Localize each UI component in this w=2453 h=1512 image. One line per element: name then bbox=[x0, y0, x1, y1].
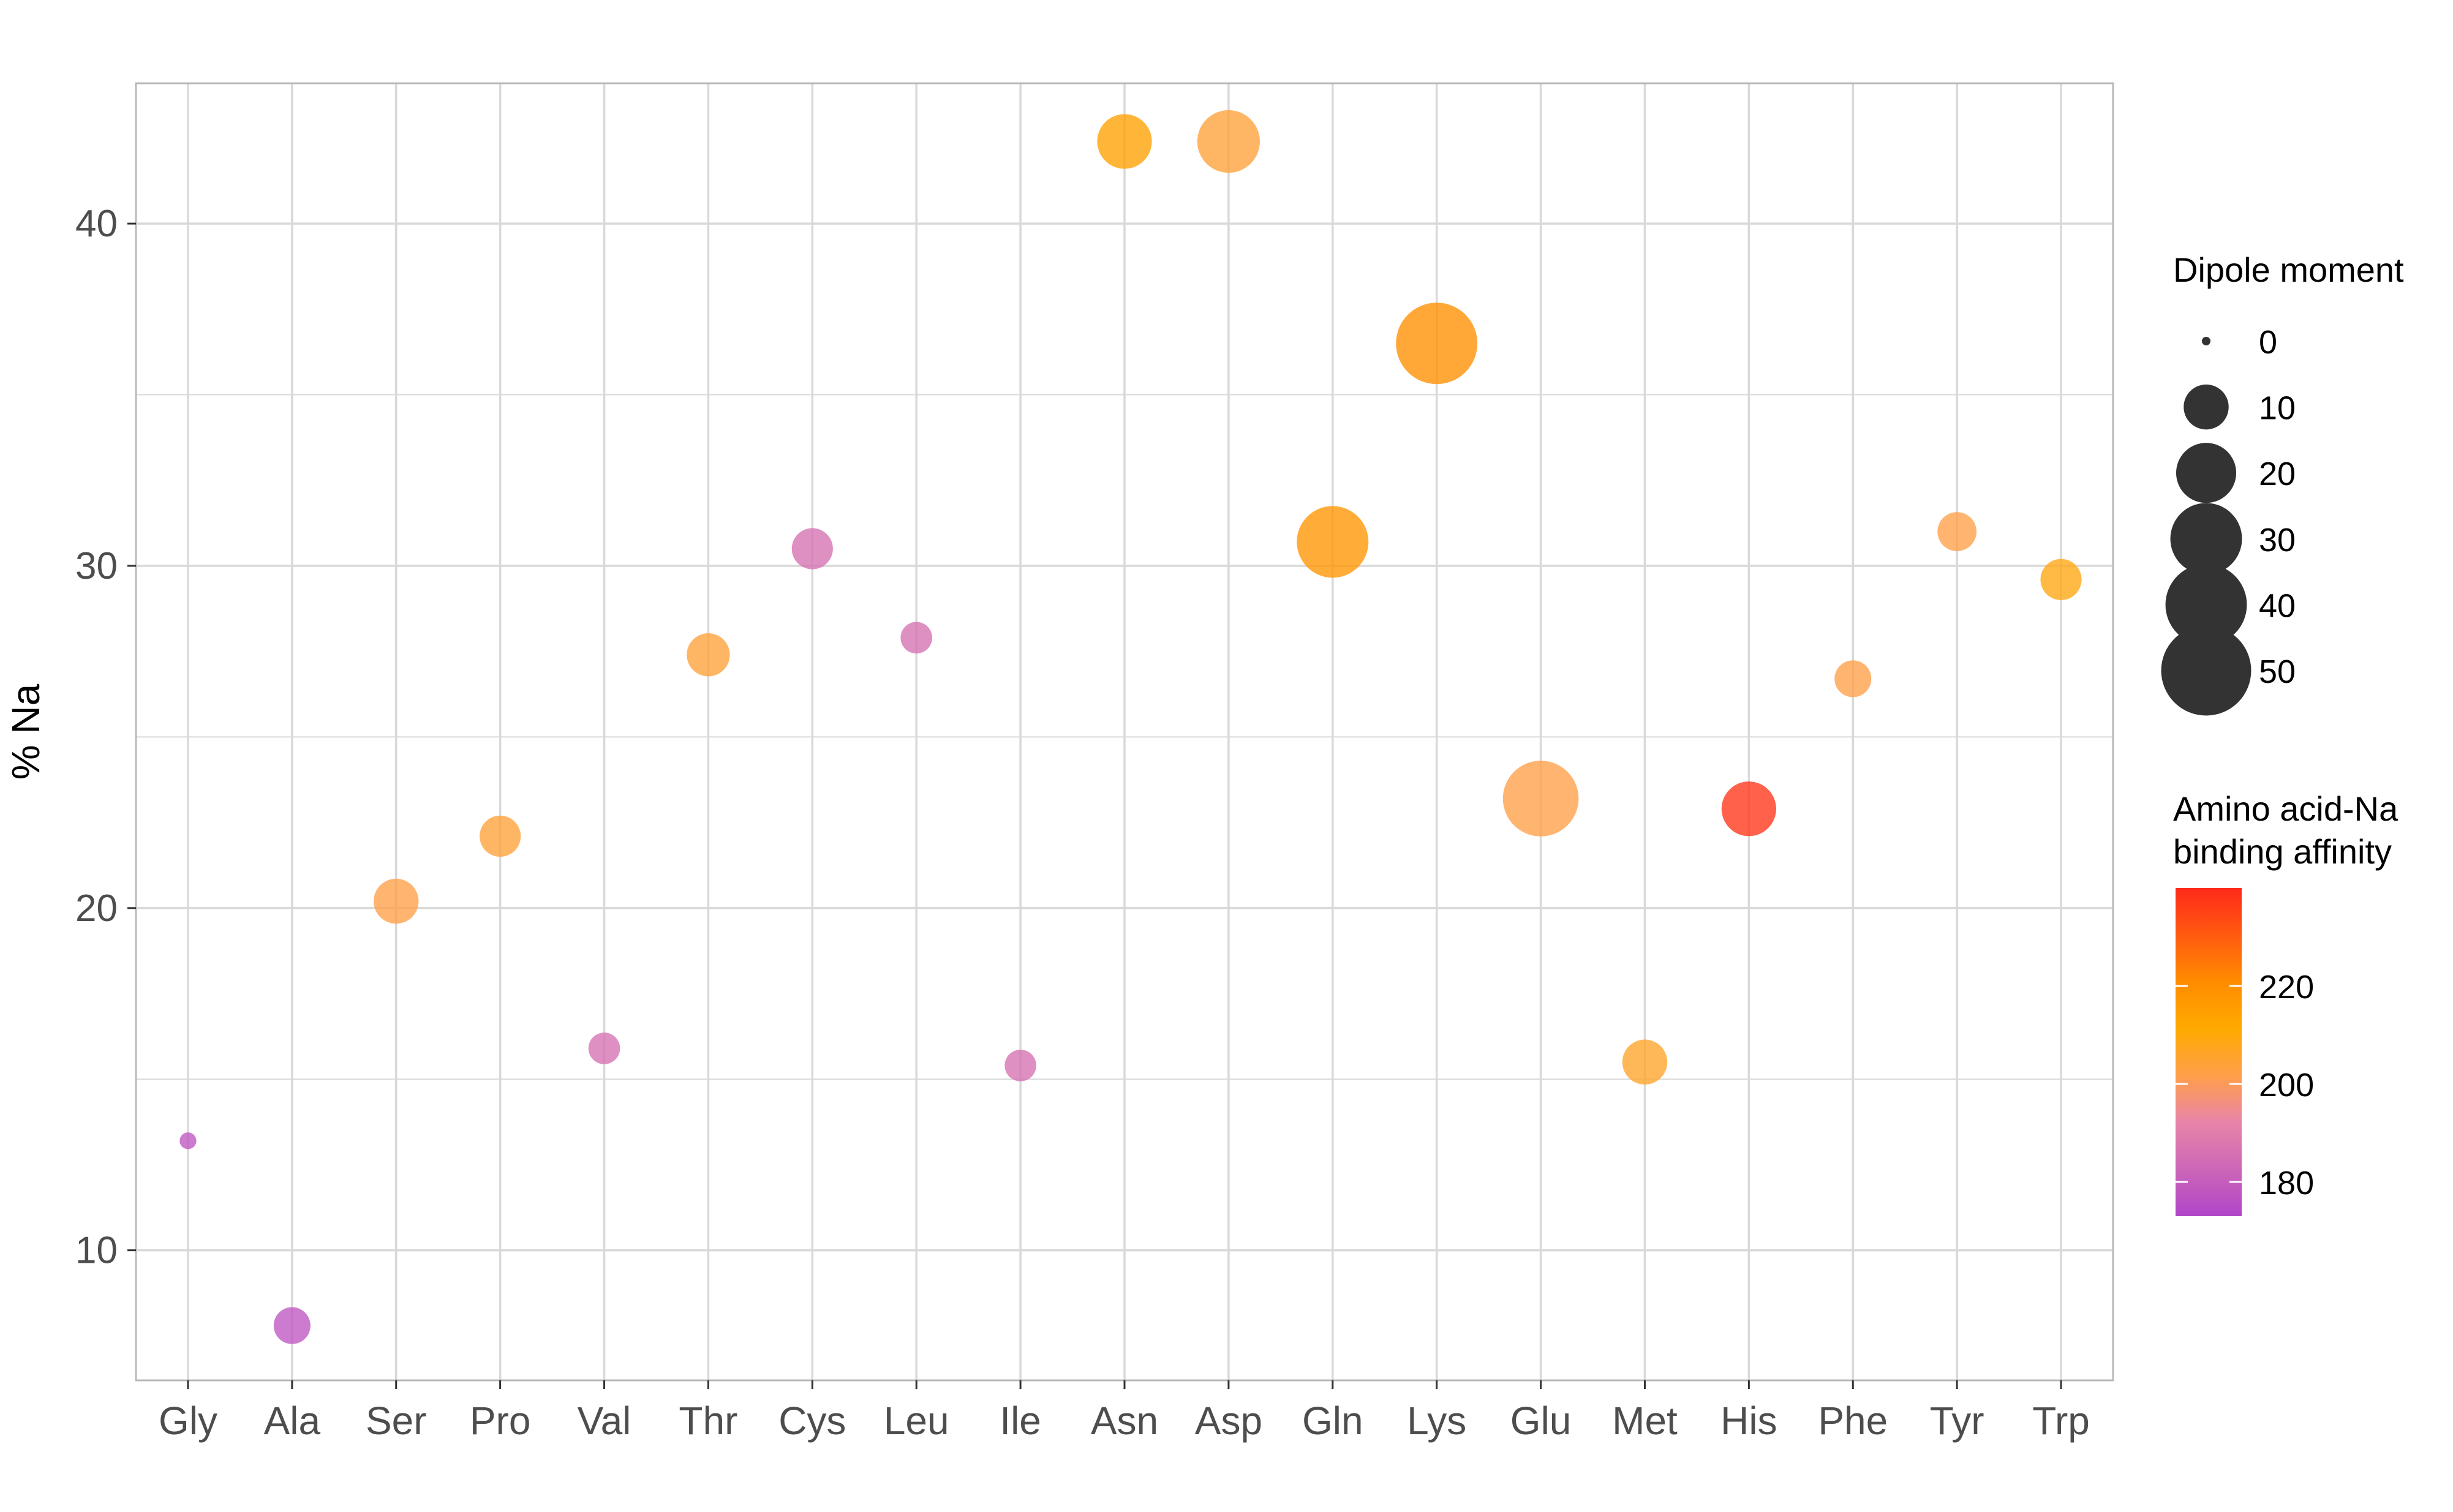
dipole-size-label: 50 bbox=[2259, 653, 2296, 690]
y-tick-label: 40 bbox=[75, 203, 118, 245]
data-point-glu bbox=[1502, 761, 1579, 837]
dipole-size-label: 0 bbox=[2259, 324, 2277, 361]
x-tick-label: Phe bbox=[1818, 1399, 1888, 1443]
x-tick-label: Ser bbox=[366, 1399, 427, 1443]
gridlines bbox=[136, 83, 2113, 1380]
x-tick-label: His bbox=[1720, 1399, 1777, 1443]
data-point-cys bbox=[791, 528, 833, 570]
binding-affinity-legend-title-line-2: binding affinity bbox=[2173, 832, 2392, 871]
data-points bbox=[179, 110, 2082, 1344]
dipole-moment-legend: Dipole moment 0 10 20 30 40 50 bbox=[2161, 250, 2404, 716]
colorbar-ticks: 180 200 220 bbox=[2176, 969, 2314, 1202]
data-point-thr bbox=[687, 633, 730, 677]
x-tick-label: Asn bbox=[1091, 1399, 1158, 1443]
x-tick-label: Gln bbox=[1302, 1399, 1363, 1443]
data-point-gln bbox=[1297, 506, 1369, 578]
colorbar-tick-label: 180 bbox=[2259, 1165, 2314, 1202]
dipole-size-label: 30 bbox=[2259, 522, 2296, 559]
data-point-phe bbox=[1834, 660, 1872, 698]
colorbar-tick-label: 220 bbox=[2259, 969, 2314, 1006]
data-point-his bbox=[1721, 781, 1776, 837]
dipole-moment-legend-title: Dipole moment bbox=[2173, 250, 2404, 289]
y-tick-label: 20 bbox=[75, 887, 118, 930]
data-point-ile bbox=[1004, 1050, 1036, 1081]
x-tick-label: Thr bbox=[679, 1399, 737, 1443]
y-tick-label: 10 bbox=[75, 1230, 118, 1272]
data-point-val bbox=[588, 1032, 620, 1064]
data-point-gly bbox=[179, 1132, 197, 1149]
data-point-lys bbox=[1396, 303, 1478, 385]
dipole-size-key bbox=[2165, 563, 2247, 645]
axis-ticks: 10 20 30 40 Gly Ala Ser Pro Val Thr Cys Leu Ile Asn As… bbox=[75, 203, 2090, 1443]
dipole-size-key bbox=[2202, 337, 2210, 345]
dipole-size-key bbox=[2184, 384, 2229, 430]
binding-affinity-colorbar bbox=[2176, 888, 2242, 1216]
data-point-ser bbox=[374, 878, 419, 924]
dipole-size-label: 20 bbox=[2259, 456, 2296, 492]
binding-affinity-legend-title-line-1: Amino acid-Na bbox=[2173, 789, 2398, 828]
colorbar-tick-label: 200 bbox=[2259, 1067, 2314, 1104]
x-tick-label: Ile bbox=[1000, 1399, 1041, 1443]
x-tick-label: Leu bbox=[884, 1399, 949, 1443]
data-point-leu bbox=[900, 622, 933, 654]
binding-affinity-legend: Amino acid-Na binding affinity 180 200 220 bbox=[2173, 789, 2398, 1216]
x-tick-label: Val bbox=[578, 1399, 631, 1443]
x-tick-label: Met bbox=[1612, 1399, 1678, 1443]
x-tick-label: Gly bbox=[159, 1399, 217, 1443]
data-point-tyr bbox=[1937, 512, 1977, 551]
data-point-met bbox=[1622, 1039, 1668, 1085]
y-axis-label: % Na bbox=[4, 683, 48, 780]
x-tick-label: Lys bbox=[1407, 1399, 1466, 1443]
x-tick-label: Trp bbox=[2032, 1399, 2090, 1443]
x-tick-label: Pro bbox=[470, 1399, 531, 1443]
dipole-size-key bbox=[2161, 625, 2251, 716]
x-tick-label: Cys bbox=[778, 1399, 846, 1443]
data-point-ala bbox=[273, 1307, 311, 1344]
data-point-asn bbox=[1097, 114, 1152, 169]
x-tick-label: Asp bbox=[1195, 1399, 1262, 1443]
dipole-size-key bbox=[2170, 503, 2242, 575]
x-tick-label: Ala bbox=[264, 1399, 321, 1443]
dipole-size-key bbox=[2176, 443, 2237, 503]
y-tick-label: 30 bbox=[75, 545, 118, 587]
data-point-pro bbox=[480, 815, 521, 857]
x-tick-label: Glu bbox=[1510, 1399, 1572, 1443]
dipole-size-label: 40 bbox=[2259, 587, 2296, 624]
dipole-size-label: 10 bbox=[2259, 390, 2296, 427]
x-tick-label: Tyr bbox=[1930, 1399, 1984, 1443]
data-point-trp bbox=[2040, 559, 2082, 600]
data-point-asp bbox=[1197, 110, 1260, 173]
